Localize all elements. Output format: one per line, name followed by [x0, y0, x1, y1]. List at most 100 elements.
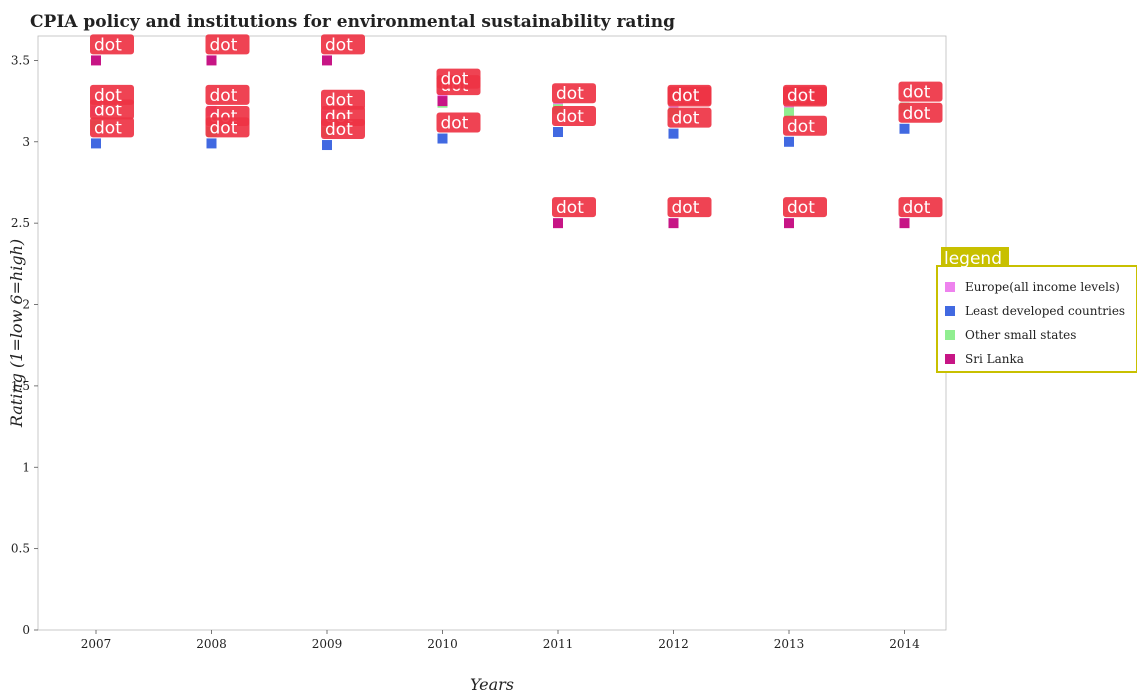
dot-annotation-text: dot	[325, 120, 353, 140]
dot-annotation-text: dot	[903, 83, 931, 103]
legend-frame	[936, 265, 1137, 373]
dot-annotation-box	[667, 197, 712, 218]
x-tick-label: 2014	[889, 637, 920, 651]
legend-entry: Other small states	[965, 328, 1076, 342]
data-point-least-developed-countries	[784, 136, 794, 147]
x-tick-label: 2007	[81, 637, 112, 651]
dot-annotation-box	[898, 197, 943, 218]
dot-annotation-text: dot	[672, 198, 700, 218]
data-point-least-developed-countries	[553, 127, 563, 138]
data-point-sri-lanka	[553, 218, 563, 229]
dot-annotation-text: dot	[556, 107, 584, 127]
data-point-sri-lanka	[899, 218, 910, 229]
y-axis-label: Rating (1=low 6=high)	[7, 239, 26, 428]
dot-annotation-text: dot	[325, 35, 353, 55]
y-tick-label: 3	[22, 135, 30, 149]
dot-annotation-text: dot	[325, 91, 353, 111]
dot-annotation-box	[321, 89, 365, 110]
dot-annotation-box	[783, 197, 827, 218]
dot-annotation-box	[205, 34, 250, 55]
dot-annotation-box	[90, 34, 134, 55]
y-tick-label: 3.5	[11, 53, 30, 67]
dot-annotation-text: dot	[787, 86, 815, 106]
dot-annotation-text: dot	[94, 86, 122, 106]
dot-annotation-text: dot	[210, 118, 238, 138]
y-tick-label: 2.5	[11, 216, 30, 230]
dot-annotation-box	[667, 84, 712, 105]
dot-annotation-box	[898, 81, 943, 102]
y-tick-label: 0.5	[11, 542, 30, 556]
legend-title: legend	[944, 249, 1002, 269]
legend-swatch	[945, 306, 955, 316]
legend: legend Europe(all income levels) Least de…	[936, 247, 1137, 373]
data-point-least-developed-countries	[437, 133, 448, 144]
x-tick-label: 2012	[658, 637, 689, 651]
data-point-least-developed-countries	[899, 123, 910, 134]
dot-annotation-box	[205, 84, 250, 105]
data-point-other-small-states	[784, 107, 794, 118]
dot-annotation-text: dot	[441, 70, 469, 90]
data-point-sri-lanka	[322, 55, 332, 66]
y-tick-label: 1	[22, 460, 30, 474]
dot-annotation-text: dot	[441, 114, 469, 134]
legend-swatch	[945, 354, 955, 364]
dot-annotation-box	[783, 115, 827, 136]
dot-annotation-box	[552, 83, 596, 104]
x-axis: 2007 2008 2009 2010 2011 2012 2013 2014	[81, 630, 920, 651]
dot-annotation-text: dot	[903, 198, 931, 218]
legend-entry: Sri Lanka	[965, 352, 1024, 366]
dot-annotation-box	[667, 107, 712, 128]
dot-annotation-text: dot	[672, 86, 700, 106]
x-tick-label: 2013	[774, 637, 805, 651]
legend-swatch	[945, 282, 955, 292]
y-tick-label: 2	[22, 298, 30, 312]
dot-annotation-box	[436, 68, 481, 89]
data-point-sri-lanka	[784, 218, 794, 229]
dot-annotation-box	[552, 197, 596, 218]
dot-annotation-text: dot	[94, 118, 122, 138]
dot-annotation-text: dot	[210, 35, 238, 55]
chart-title: CPIA policy and institutions for environ…	[30, 12, 675, 32]
legend-swatch	[945, 330, 955, 340]
dot-annotation-box	[552, 106, 596, 127]
legend-entry: Europe(all income levels)	[965, 280, 1120, 294]
dot-annotation-text: dot	[556, 84, 584, 104]
dot-annotation-box	[783, 84, 827, 105]
data-point-least-developed-countries	[206, 138, 217, 149]
data-point-sri-lanka	[668, 218, 679, 229]
dot-annotation-text: dot	[787, 117, 815, 137]
dot-annotation-text: dot	[903, 104, 931, 124]
dot-annotation-text: dot	[94, 101, 122, 121]
dot-annotation-box	[321, 119, 365, 140]
legend-items: Europe(all income levels) Least developed…	[945, 280, 1125, 366]
data-point-sri-lanka	[91, 55, 101, 66]
dot-annotation-box	[205, 117, 250, 138]
dot-annotation-text: dot	[556, 198, 584, 218]
data-point-least-developed-countries	[91, 138, 101, 149]
data-point-sri-lanka	[206, 55, 217, 66]
data-point-least-developed-countries	[668, 128, 679, 139]
y-tick-label: 0	[22, 623, 30, 637]
dot-annotation-box	[898, 102, 943, 123]
data-point-sri-lanka	[437, 96, 448, 107]
y-axis: 0 0.5 1 1.5 2 2.5 3 3.5	[11, 53, 38, 637]
legend-entry: Least developed countries	[965, 304, 1125, 318]
dot-annotation-text: dot	[787, 198, 815, 218]
x-tick-label: 2011	[543, 637, 574, 651]
x-tick-label: 2010	[427, 637, 458, 651]
x-axis-label: Years	[470, 675, 514, 694]
x-tick-label: 2008	[196, 637, 227, 651]
dot-annotation-text: dot	[94, 35, 122, 55]
data-point-least-developed-countries	[322, 140, 332, 151]
dot-annotation-box	[90, 117, 134, 138]
dot-annotation-box	[321, 34, 365, 55]
dot-annotation-box	[90, 84, 134, 105]
y-tick-label: 1.5	[11, 379, 30, 393]
x-tick-label: 2009	[312, 637, 343, 651]
dot-annotation-text: dot	[672, 109, 700, 129]
dot-annotation-box	[436, 112, 481, 133]
legend-title-box	[941, 247, 1009, 267]
dot-annotation-text: dot	[210, 86, 238, 106]
